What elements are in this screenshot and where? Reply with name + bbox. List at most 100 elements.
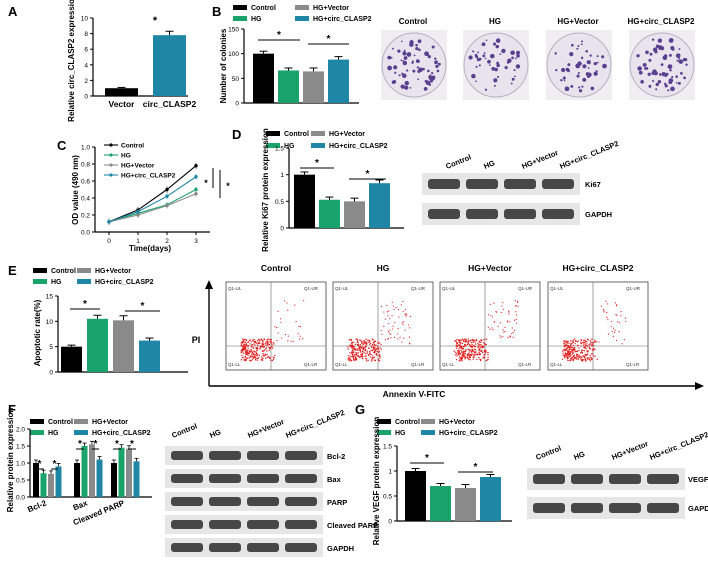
flow-event-dot [453, 350, 455, 352]
flow-event-dot [392, 305, 395, 307]
chartB-legend-label: HG [251, 16, 262, 23]
colony-dot [587, 67, 590, 69]
flow-event-dot [455, 344, 458, 347]
flow-event-dot [562, 350, 564, 352]
flow-event-dot [562, 349, 565, 351]
chartD-bar [319, 199, 340, 228]
flow-event-dot [575, 339, 577, 342]
colony-dot [675, 53, 681, 58]
flow-event-dot [240, 350, 242, 352]
chartF-sig-star: * [38, 459, 42, 470]
flow-event-dot [463, 339, 465, 341]
flow-event-dot [256, 353, 259, 355]
chartF-blot-strip [165, 492, 323, 511]
flow-event-dot [473, 353, 475, 355]
flow-event-dot [566, 341, 568, 343]
flow-event-dot [464, 350, 467, 352]
chartD-y-label: Relative Ki67 protein expression [261, 128, 270, 252]
flow-event-dot [512, 336, 514, 338]
flow-event-dot [377, 347, 380, 350]
flow-event-dot [455, 353, 458, 355]
colony-dot [484, 88, 488, 91]
flow-event-dot [271, 345, 273, 348]
flow-cytometry-plot: Q1-UL Q1-UR Q1-LL Q1-LR [439, 281, 541, 371]
flow-event-dot [480, 346, 482, 349]
flow-event-dot [402, 321, 405, 323]
flow-event-dot [244, 338, 246, 341]
flow-event-dot [245, 343, 248, 345]
flow-event-dot [570, 346, 573, 349]
flow-event-dot [571, 353, 573, 356]
flow-event-dot [459, 352, 461, 355]
flow-event-dot [284, 334, 287, 336]
flow-event-dot [406, 314, 408, 316]
chartC-xtick-label: 3 [194, 238, 198, 245]
flow-event-dot [262, 343, 265, 345]
chartE-legend-swatch [77, 268, 91, 273]
flow-event-dot [408, 336, 411, 338]
chartG-blot-strip [527, 497, 685, 519]
flow-event-dot [364, 347, 366, 349]
flow-event-dot [515, 318, 517, 321]
flow-event-dot [564, 341, 567, 343]
flow-event-dot [270, 339, 272, 341]
flow-quadrant-label: Q1-UL [335, 286, 349, 291]
colony-dot [482, 54, 486, 58]
flow-event-dot [479, 358, 481, 361]
flow-event-dot [589, 355, 591, 357]
flow-event-dot [487, 358, 489, 361]
flow-event-dot [571, 342, 574, 344]
chartC-xtick-label: 2 [165, 238, 169, 245]
chartD-ytick-label: 1 [280, 172, 284, 179]
flow-event-dot [287, 340, 289, 342]
chartB-plate-label: HG+Vector [557, 17, 598, 26]
chartE-ytick-label: 0 [49, 370, 53, 377]
flow-event-dot [459, 347, 461, 349]
flow-event-dot [397, 338, 399, 340]
flow-frame [332, 281, 434, 371]
flow-event-dot [561, 358, 564, 360]
flow-event-dot [516, 300, 519, 302]
flow-event-dot [347, 358, 349, 360]
flow-event-dot [472, 345, 475, 347]
chartC-series-line [108, 165, 197, 223]
flow-event-dot [260, 356, 263, 358]
flow-event-dot [391, 315, 393, 317]
colony-dot [652, 80, 655, 83]
flow-event-dot [261, 359, 264, 361]
flow-event-dot [376, 350, 379, 353]
flow-event-dot [464, 343, 466, 346]
flow-event-dot [357, 349, 359, 352]
flow-event-dot [458, 339, 460, 342]
flow-event-dot [377, 348, 380, 351]
chartE-legend-swatch [33, 268, 47, 273]
colony-dot [644, 67, 647, 70]
chartA-bar [105, 88, 138, 96]
flow-event-dot [244, 346, 247, 348]
chartF-blot-strip [165, 515, 323, 534]
flow-event-dot [364, 355, 366, 358]
flow-event-dot [567, 340, 569, 343]
flow-event-dot [457, 353, 459, 355]
flow-event-dot [579, 358, 582, 360]
flow-event-dot [383, 325, 385, 327]
flow-event-dot [249, 351, 251, 353]
flow-event-dot [620, 315, 622, 317]
chartB-legend-swatch [295, 16, 309, 21]
flow-event-dot [508, 313, 510, 315]
plate-dish [463, 32, 529, 98]
chartG-ytick-label: 1 [388, 469, 392, 476]
chartD-bar [344, 201, 365, 228]
chartD-legend-label: Control [284, 131, 309, 138]
flow-event-dot [499, 335, 501, 337]
colony-dot [647, 72, 651, 77]
flow-event-dot [352, 354, 354, 356]
flow-event-dot [468, 354, 470, 356]
flow-event-dot [265, 341, 267, 343]
flow-event-dot [582, 349, 584, 351]
flow-event-dot [374, 340, 377, 342]
flow-event-dot [290, 340, 292, 342]
flow-event-dot [458, 356, 461, 358]
flow-event-dot [584, 343, 586, 345]
